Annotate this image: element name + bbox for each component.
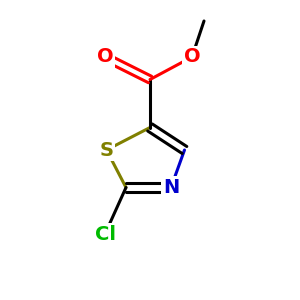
Text: O: O (97, 47, 113, 67)
Text: N: N (163, 178, 179, 197)
Text: S: S (100, 140, 113, 160)
Text: O: O (184, 47, 200, 67)
Text: Cl: Cl (94, 224, 116, 244)
